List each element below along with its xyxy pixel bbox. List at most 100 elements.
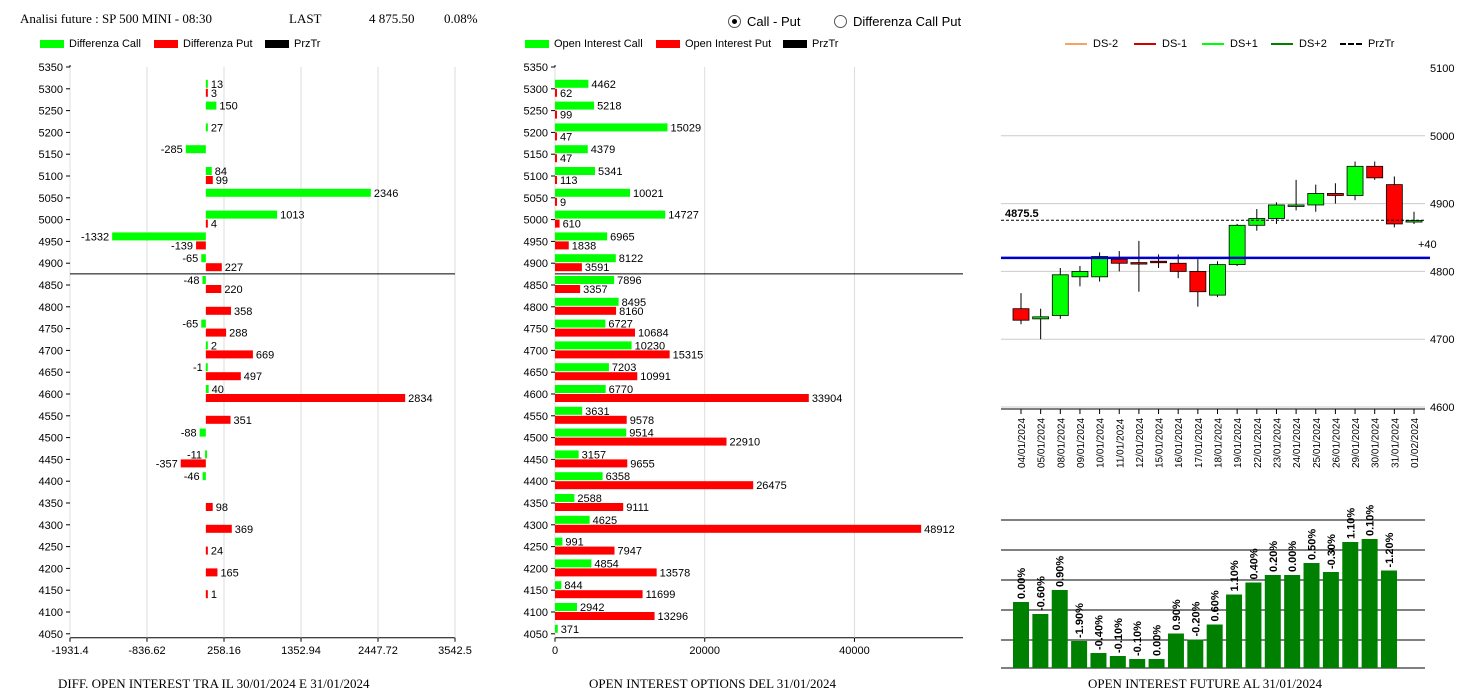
- oi-bar-label: 7203: [612, 362, 636, 374]
- diff-bar: [205, 123, 208, 132]
- caption-diff-oi: DIFF. OPEN INTEREST TRA IL 30/01/2024 E …: [58, 676, 370, 691]
- oi-bar: [555, 624, 558, 633]
- oi-future-bar: [1148, 659, 1165, 668]
- diff-bar-label: 3: [211, 88, 217, 100]
- oi-y-tick-label: 5200: [524, 127, 548, 139]
- oi-bar-label: 15029: [671, 122, 702, 134]
- oi-bar-label: 4462: [591, 79, 615, 91]
- oi-bar-label: 9655: [630, 458, 654, 470]
- candle-body: [1071, 270, 1089, 278]
- diff-bar-label: -139: [171, 240, 193, 252]
- oi-bar: [555, 472, 603, 481]
- oi-future-bar-label: -0.10%: [1113, 618, 1125, 653]
- oi-bar: [555, 515, 590, 524]
- diff-bar: [205, 88, 208, 97]
- diff-y-tick-label: 4700: [39, 345, 63, 357]
- oi-bar-label: 11699: [646, 589, 676, 601]
- candle-body: [1405, 220, 1423, 223]
- oi-bar-label: 4379: [591, 144, 615, 156]
- caption-oi-options: OPEN INTEREST OPTIONS DEL 31/01/2024: [589, 676, 836, 691]
- oi-y-tick-label: 4100: [524, 607, 548, 619]
- diff-bar-label: 227: [225, 262, 243, 274]
- diff-bar: [205, 263, 222, 272]
- diff-y-tick-label: 5200: [39, 127, 63, 139]
- diff-y-tick-label: 5150: [39, 149, 63, 161]
- oi-bar-label: 8160: [619, 306, 643, 318]
- oi-future-bar: [1381, 570, 1397, 668]
- oi-bar-label: 1838: [572, 240, 596, 252]
- oi-future-bar-label: 0.00%: [1016, 568, 1028, 599]
- oi-bar: [555, 341, 632, 350]
- diff-bar-label: 165: [220, 567, 238, 579]
- radio-call-put[interactable]: Call - Put: [728, 14, 800, 29]
- oi-bar: [555, 363, 609, 372]
- oi-future-bar: [1226, 594, 1243, 668]
- diff-y-tick-label: 5000: [39, 215, 63, 227]
- oi-y-tick-label: 4450: [524, 454, 548, 466]
- oi-future-bar: [1129, 659, 1146, 668]
- diff-bar: [201, 319, 206, 328]
- oi-bar-label: 47: [560, 131, 572, 143]
- candle-x-tick-label: 15/01/2024: [1155, 418, 1166, 468]
- oi-future-bar: [1322, 572, 1339, 668]
- diff-y-tick-label: 5100: [39, 171, 63, 183]
- oi-bar: [555, 450, 579, 459]
- diff-bar: [112, 232, 206, 241]
- oi-bar: [555, 145, 588, 154]
- oi-bar: [555, 406, 583, 415]
- diff-y-tick-label: 4500: [39, 433, 63, 445]
- diff-bar-label: -285: [161, 144, 183, 156]
- oi-y-tick-label: 4200: [524, 563, 548, 575]
- legend-diff-put: Differenza Put: [154, 38, 253, 50]
- oi-bar: [555, 581, 562, 590]
- oi-bar: [555, 568, 657, 577]
- diff-bar-label: 84: [215, 166, 227, 178]
- radio-selected-icon: [728, 15, 741, 28]
- legend-ds-plus2: DS+2: [1271, 38, 1327, 50]
- oi-y-tick-label: 4550: [524, 411, 548, 423]
- candle-x-tick-label: 10/01/2024: [1096, 418, 1107, 468]
- diff-y-tick-label: 5250: [39, 106, 63, 118]
- oi-bar: [555, 590, 643, 599]
- candle-x-tick-label: 30/01/2024: [1371, 418, 1382, 468]
- oi-future-bar-label: 0.00%: [1287, 541, 1299, 572]
- diff-bar: [205, 210, 278, 219]
- legend-oi-put: Open Interest Put: [656, 38, 771, 50]
- oi-bar: [555, 176, 557, 184]
- oi-bar-label: 610: [563, 219, 581, 231]
- instrument-title: Analisi future : SP 500 MINI - 08:30: [20, 11, 212, 26]
- oi-bar: [555, 263, 582, 272]
- oi-future-bar-label: -0.40%: [1093, 615, 1105, 650]
- diff-bar-label: 27: [211, 122, 223, 134]
- oi-future-bar-label: 0.00%: [1152, 625, 1164, 656]
- oi-bar-label: 48912: [924, 524, 955, 536]
- diff-bar: [205, 285, 222, 293]
- diff-bar: [205, 415, 231, 424]
- oi-future-bar: [1206, 624, 1223, 668]
- oi-bar: [555, 232, 608, 241]
- diff-bar: [205, 568, 218, 577]
- oi-bar: [555, 481, 754, 490]
- diff-bar: [205, 341, 208, 350]
- diff-bar-label: 351: [234, 415, 252, 427]
- diff-bar: [205, 306, 232, 315]
- oi-y-tick-label: 4350: [524, 498, 548, 510]
- legend-oi-call: Open Interest Call: [525, 38, 643, 50]
- diff-bar-label: -65: [182, 319, 198, 331]
- candle-y-tick-label: 5000: [1430, 131, 1454, 143]
- oi-x-tick-label: 40000: [839, 645, 870, 657]
- oi-bar-label: 47: [560, 153, 572, 165]
- diff-bar-label: -1: [193, 362, 203, 374]
- oi-bar: [555, 110, 557, 119]
- oi-bar-label: 10684: [638, 328, 669, 340]
- oi-future-bar-label: 0.40%: [1248, 548, 1260, 579]
- oi-bar: [555, 188, 631, 197]
- diff-x-tick-label: -1931.4: [51, 645, 88, 657]
- oi-bar: [555, 603, 578, 611]
- radio-differenza[interactable]: Differenza Call Put: [834, 14, 961, 29]
- oi-bar-label: 9111: [626, 502, 649, 514]
- oi-bar-label: 6727: [608, 319, 632, 331]
- candle-x-tick-label: 19/01/2024: [1233, 418, 1244, 468]
- diff-bar-label: -357: [156, 458, 178, 470]
- diff-bar: [205, 350, 253, 359]
